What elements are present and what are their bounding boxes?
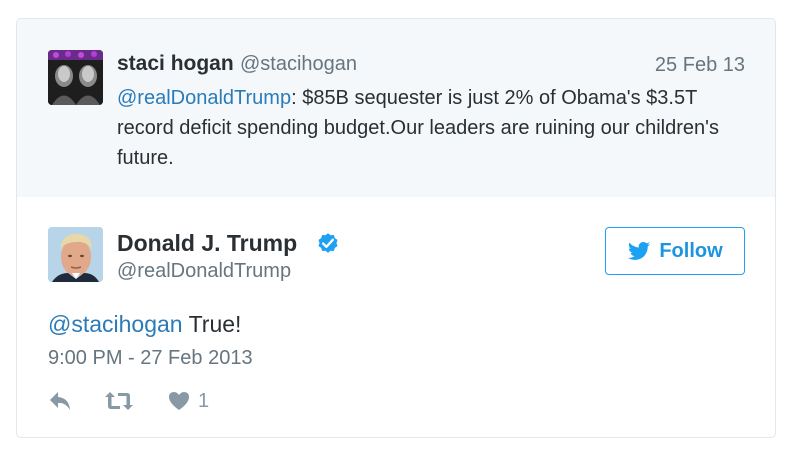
twitter-bird-icon — [628, 242, 651, 260]
like-button[interactable]: 1 — [168, 390, 209, 413]
reply-author-name[interactable]: staci hogan — [117, 52, 234, 75]
embedded-tweet-card: staci hogan @stacihogan 25 Feb 13 @realD… — [16, 18, 776, 438]
staci-hogan-avatar[interactable] — [48, 50, 103, 105]
reply-button[interactable] — [48, 390, 74, 412]
tweet-mention-link[interactable]: @stacihogan — [48, 311, 183, 337]
follow-label: Follow — [659, 239, 723, 262]
reply-text: @realDonaldTrump: $85B sequester is just… — [117, 83, 737, 173]
tweet-body: True! — [182, 311, 242, 337]
author-handle[interactable]: @realDonaldTrump — [117, 260, 292, 282]
trump-avatar[interactable] — [48, 227, 103, 282]
retweet-icon — [105, 392, 133, 410]
reply-icon — [50, 392, 70, 410]
verified-badge-icon — [318, 233, 338, 253]
like-count: 1 — [198, 389, 210, 412]
heart-icon — [169, 392, 189, 410]
tweet-actions: 1 — [48, 387, 209, 415]
reply-mention-link[interactable]: @realDonaldTrump — [117, 87, 292, 109]
retweet-button[interactable] — [104, 390, 134, 412]
reply-date[interactable]: 25 Feb 13 — [654, 54, 745, 76]
follow-button[interactable]: Follow — [605, 227, 745, 275]
tweet-timestamp[interactable]: 9:00 PM - 27 Feb 2013 — [48, 347, 253, 369]
reply-body: : $85B sequester is just 2% of Obama's $… — [117, 87, 719, 169]
reply-author-handle[interactable]: @stacihogan — [240, 53, 358, 75]
in-reply-to-tweet[interactable]: staci hogan @stacihogan 25 Feb 13 @realD… — [17, 19, 775, 197]
tweet-text: @stacihogan True! — [48, 309, 241, 339]
author-name[interactable]: Donald J. Trump — [117, 230, 298, 256]
